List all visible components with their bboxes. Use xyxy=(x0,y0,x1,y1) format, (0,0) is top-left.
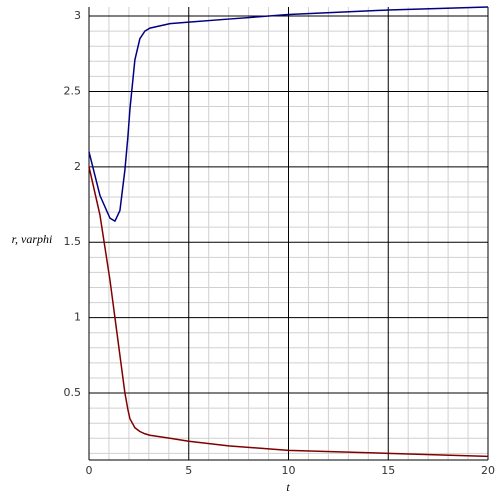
x-tick-label: 15 xyxy=(381,464,395,477)
y-tick-label: 3 xyxy=(74,9,81,22)
x-tick-label: 0 xyxy=(86,464,93,477)
y-tick-label: 2.5 xyxy=(64,84,82,97)
series-line xyxy=(88,166,489,458)
y-tick-label: 1.5 xyxy=(64,235,82,248)
y-tick-label: 1 xyxy=(74,311,81,324)
x-tick-label: 20 xyxy=(481,464,495,477)
x-tick-label: 10 xyxy=(282,464,296,477)
y-axis-label: r, varphi xyxy=(12,232,53,246)
series-line xyxy=(88,6,489,222)
x-axis-label: t xyxy=(286,480,290,494)
y-tick-label: 0.5 xyxy=(64,386,82,399)
y-tick-label: 2 xyxy=(74,160,81,173)
x-tick-label: 5 xyxy=(185,464,192,477)
